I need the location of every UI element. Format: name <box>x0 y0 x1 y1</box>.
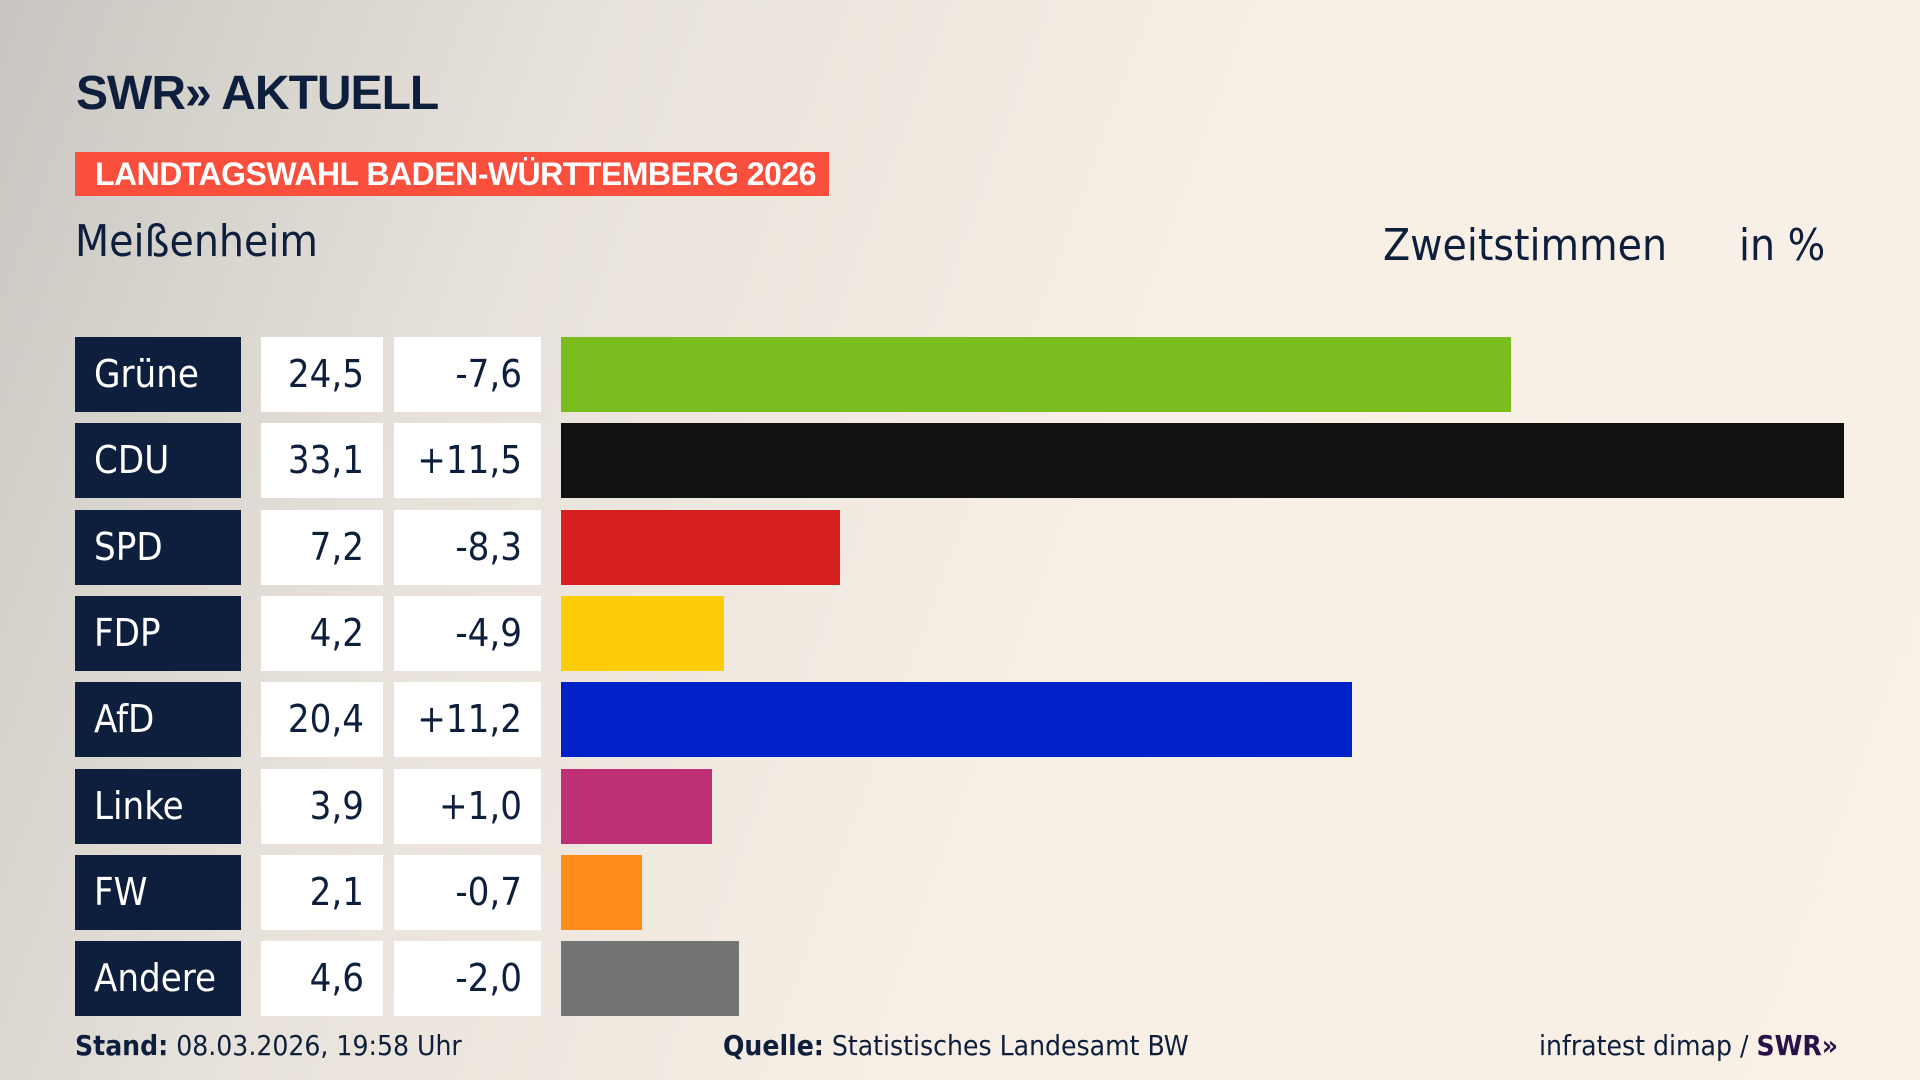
party-label: Andere <box>75 941 241 1017</box>
bar <box>561 941 740 1017</box>
value-label: 33,1 <box>261 423 383 499</box>
credit-text: infratest dimap / <box>1539 1029 1757 1062</box>
value-label: 3,9 <box>261 768 383 844</box>
diff-label: +11,5 <box>394 423 541 499</box>
result-row: AfD 20,4 +11,2 <box>0 682 1920 758</box>
result-row: FW 2,1 -0,7 <box>0 854 1920 930</box>
result-row: Linke 3,9 +1,0 <box>0 768 1920 844</box>
value-label: 4,6 <box>261 941 383 1017</box>
swr-aktuell-logo: SWR» AKTUELL <box>76 67 439 120</box>
result-row: CDU 33,1 +11,5 <box>0 423 1920 499</box>
party-label: FDP <box>75 595 241 671</box>
unit-label: in % <box>1739 220 1826 271</box>
bar <box>561 682 1352 758</box>
stand-value: 08.03.2026, 19:58 Uhr <box>176 1029 462 1062</box>
value-label: 20,4 <box>261 682 383 758</box>
party-label: Grüne <box>75 337 241 412</box>
diff-label: -7,6 <box>394 337 541 412</box>
bar <box>561 854 643 930</box>
value-label: 7,2 <box>261 509 383 585</box>
stand-label: Stand: <box>75 1029 169 1062</box>
result-row: Grüne 24,5 -7,6 <box>0 337 1920 412</box>
measure-label: Zweitstimmen <box>1383 220 1668 271</box>
value-label: 2,1 <box>261 854 383 930</box>
diff-label: -8,3 <box>394 509 541 585</box>
party-label: CDU <box>75 423 241 499</box>
diff-label: +1,0 <box>394 768 541 844</box>
swr-logo: SWR» <box>1756 1029 1839 1062</box>
bar <box>561 509 841 585</box>
diff-label: -2,0 <box>394 941 541 1017</box>
result-row: SPD 7,2 -8,3 <box>0 509 1920 585</box>
diff-label: +11,2 <box>394 682 541 758</box>
value-label: 24,5 <box>261 337 383 412</box>
party-label: SPD <box>75 509 241 585</box>
location-title: Meißenheim <box>75 216 318 267</box>
party-label: Linke <box>75 768 241 844</box>
diff-label: -4,9 <box>394 595 541 671</box>
timestamp: Stand: 08.03.2026, 19:58 Uhr <box>75 1032 462 1060</box>
source-label: Quelle: <box>723 1029 824 1062</box>
credit: infratest dimap / SWR» <box>1539 1032 1838 1060</box>
source: Quelle: Statistisches Landesamt BW <box>723 1032 1189 1060</box>
result-row: Andere 4,6 -2,0 <box>0 941 1920 1017</box>
value-label: 4,2 <box>261 595 383 671</box>
result-row: FDP 4,2 -4,9 <box>0 595 1920 671</box>
bar <box>561 337 1511 412</box>
diff-label: -0,7 <box>394 854 541 930</box>
election-banner: LANDTAGSWAHL BADEN-WÜRTTEMBERG 2026 <box>75 152 829 196</box>
party-label: AfD <box>75 682 241 758</box>
bar <box>561 595 724 671</box>
bar <box>561 423 1844 499</box>
bar <box>561 768 713 844</box>
party-label: FW <box>75 854 241 930</box>
source-value: Statistisches Landesamt BW <box>831 1029 1189 1062</box>
